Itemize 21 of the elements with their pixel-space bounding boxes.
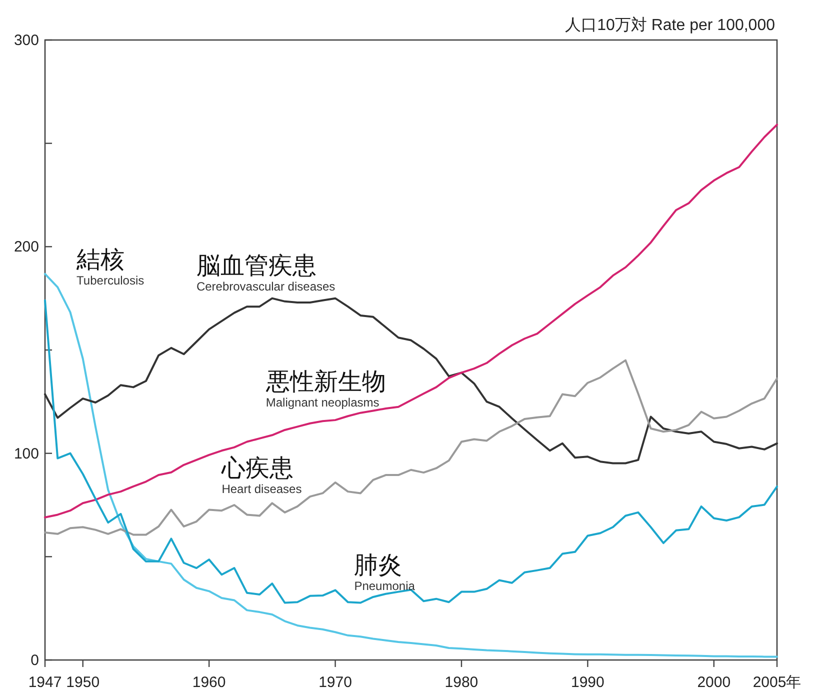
x-tick-label: 1960	[192, 674, 226, 691]
y-tick-label: 300	[14, 32, 39, 49]
line-series	[44, 299, 778, 604]
x-tick-label: 2000	[697, 674, 731, 691]
series-label: 結核 Tuberculosis	[76, 246, 144, 288]
x-tick-label: 2005年	[752, 674, 802, 691]
y-tick-label: 0	[30, 652, 39, 669]
line-series	[44, 359, 778, 536]
series-label: 肺炎 Pneumonia	[354, 552, 416, 594]
y-axis-title: 人口10万対 Rate per 100,000	[565, 16, 776, 34]
y-tick-label: 200	[14, 238, 39, 256]
x-tick-label: 1980	[444, 674, 478, 691]
series-label: 悪性新生物 Malignant neoplasms	[264, 368, 386, 410]
x-tick-label: 1947	[28, 674, 62, 691]
y-tick-label: 100	[14, 445, 39, 462]
x-tick-label: 1950	[66, 674, 100, 691]
series-label: 脳血管疾患 Cerebrovascular diseases	[196, 252, 336, 294]
line-series	[44, 124, 778, 518]
x-tick-label: 1990	[571, 674, 604, 691]
x-tick-label: 1970	[318, 674, 352, 691]
series-label: 心疾患 Heart diseases	[220, 455, 302, 496]
